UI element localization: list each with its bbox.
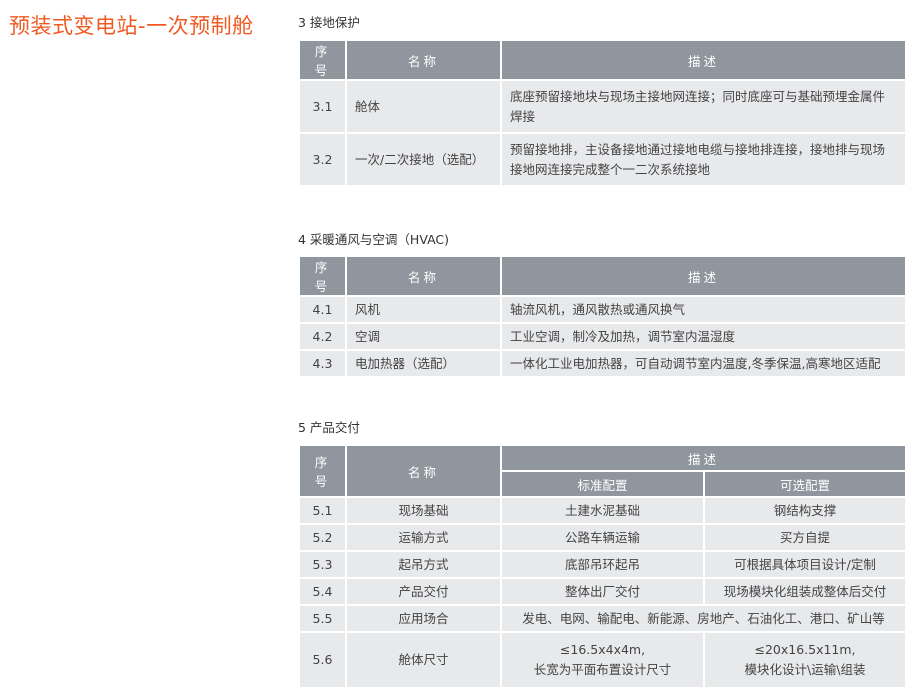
table-row: 3.1 舱体 底座预留接地块与现场主接地网连接；同时底座可与基础预埋金属件焊接	[298, 79, 907, 134]
hvac-table: 序号 名称 描述 4.1 风机 轴流风机，通风散热或通风换气 4.2 空调 工业…	[298, 255, 907, 378]
standard-line-2: 长宽为平面布置设计尺寸	[533, 662, 672, 677]
header-no: 序号	[298, 255, 347, 297]
row-standard: 公路车辆运输	[500, 523, 705, 552]
optional-line-1: ≤20x16.5x11m,	[754, 642, 856, 657]
page-title: 预装式变电站-一次预制舱	[9, 14, 254, 38]
row-no: 4.1	[298, 295, 347, 324]
row-standard: 土建水泥基础	[500, 496, 705, 525]
header-desc: 描述	[500, 255, 907, 297]
row-optional: 现场模块化组装成整体后交付	[703, 577, 907, 606]
table-row: 5.1 现场基础 土建水泥基础 钢结构支撑	[298, 496, 907, 525]
row-no: 4.3	[298, 349, 347, 378]
header-desc: 描述	[500, 39, 907, 81]
row-standard: 底部吊环起吊	[500, 550, 705, 579]
section-title-delivery: 5 产品交付	[298, 420, 360, 435]
table-row: 4.3 电加热器（选配） 一体化工业电加热器，可自动调节室内温度,冬季保温,高寒…	[298, 349, 907, 378]
table-header: 序号 名称 描述	[298, 255, 907, 297]
row-name: 起吊方式	[345, 550, 502, 579]
row-name: 运输方式	[345, 523, 502, 552]
table-row: 5.3 起吊方式 底部吊环起吊 可根据具体项目设计/定制	[298, 550, 907, 579]
row-name: 现场基础	[345, 496, 502, 525]
row-no: 5.3	[298, 550, 347, 579]
delivery-table: 序号 名称 描述 标准配置 可选配置 5.1 现场基础 土建水泥基础 钢结构支撑…	[298, 444, 907, 689]
row-name: 产品交付	[345, 577, 502, 606]
row-no: 5.4	[298, 577, 347, 606]
row-name: 风机	[345, 295, 502, 324]
table-subheader: 标准配置 可选配置	[299, 470, 907, 498]
row-desc: 底座预留接地块与现场主接地网连接；同时底座可与基础预埋金属件焊接	[500, 79, 907, 134]
table-row: 5.2 运输方式 公路车辆运输 买方自提	[298, 523, 907, 552]
header-name: 名称	[345, 255, 502, 297]
row-no: 5.2	[298, 523, 347, 552]
optional-line-2: 模块化设计\运输\组装	[744, 662, 866, 677]
header-name: 名称	[345, 444, 502, 498]
header-no: 序号	[298, 39, 347, 81]
table-header: 序号 名称 描述	[298, 39, 907, 81]
table-header: 序号 名称 描述	[298, 444, 907, 498]
header-name: 名称	[345, 39, 502, 81]
row-name: 电加热器（选配）	[345, 349, 502, 378]
row-desc: 轴流风机，通风散热或通风换气	[500, 295, 907, 324]
row-desc: 预留接地排，主设备接地通过接地电缆与接地排连接，接地排与现场接地网连接完成整个一…	[500, 132, 907, 187]
table-row: 4.1 风机 轴流风机，通风散热或通风换气	[298, 295, 907, 324]
header-standard: 标准配置	[500, 470, 705, 498]
row-optional: ≤20x16.5x11m, 模块化设计\运输\组装	[703, 631, 907, 689]
row-desc: 工业空调，制冷及加热，调节室内温湿度	[500, 322, 907, 351]
section-title-grounding: 3 接地保护	[298, 15, 360, 30]
row-no: 3.1	[298, 79, 347, 134]
row-name: 空调	[345, 322, 502, 351]
row-name: 舱体尺寸	[345, 631, 502, 689]
row-no: 5.1	[298, 496, 347, 525]
header-desc: 描述	[500, 444, 907, 472]
table-row: 4.2 空调 工业空调，制冷及加热，调节室内温湿度	[298, 322, 907, 351]
row-standard: 整体出厂交付	[500, 577, 705, 606]
row-optional: 钢结构支撑	[703, 496, 907, 525]
table-row: 5.4 产品交付 整体出厂交付 现场模块化组装成整体后交付	[298, 577, 907, 606]
standard-line-1: ≤16.5x4x4m,	[559, 642, 646, 657]
row-no: 5.5	[298, 604, 347, 633]
row-no: 5.6	[298, 631, 347, 689]
row-standard: ≤16.5x4x4m, 长宽为平面布置设计尺寸	[500, 631, 705, 689]
table-row: 5.6 舱体尺寸 ≤16.5x4x4m, 长宽为平面布置设计尺寸 ≤20x16.…	[298, 631, 907, 689]
row-application: 发电、电网、输配电、新能源、房地产、石油化工、港口、矿山等	[500, 604, 907, 633]
row-desc: 一体化工业电加热器，可自动调节室内温度,冬季保温,高寒地区适配	[500, 349, 907, 378]
grounding-table: 序号 名称 描述 3.1 舱体 底座预留接地块与现场主接地网连接；同时底座可与基…	[298, 39, 907, 187]
table-row: 5.5 应用场合 发电、电网、输配电、新能源、房地产、石油化工、港口、矿山等	[298, 604, 907, 633]
row-optional: 可根据具体项目设计/定制	[703, 550, 907, 579]
row-name: 一次/二次接地（选配）	[345, 132, 502, 187]
row-no: 4.2	[298, 322, 347, 351]
header-optional: 可选配置	[703, 470, 907, 498]
table-row: 3.2 一次/二次接地（选配） 预留接地排，主设备接地通过接地电缆与接地排连接，…	[298, 132, 907, 187]
row-no: 3.2	[298, 132, 347, 187]
row-name: 应用场合	[345, 604, 502, 633]
row-optional: 买方自提	[703, 523, 907, 552]
header-no: 序号	[298, 444, 347, 498]
section-title-hvac: 4 采暖通风与空调（HVAC)	[298, 232, 450, 247]
row-name: 舱体	[345, 79, 502, 134]
